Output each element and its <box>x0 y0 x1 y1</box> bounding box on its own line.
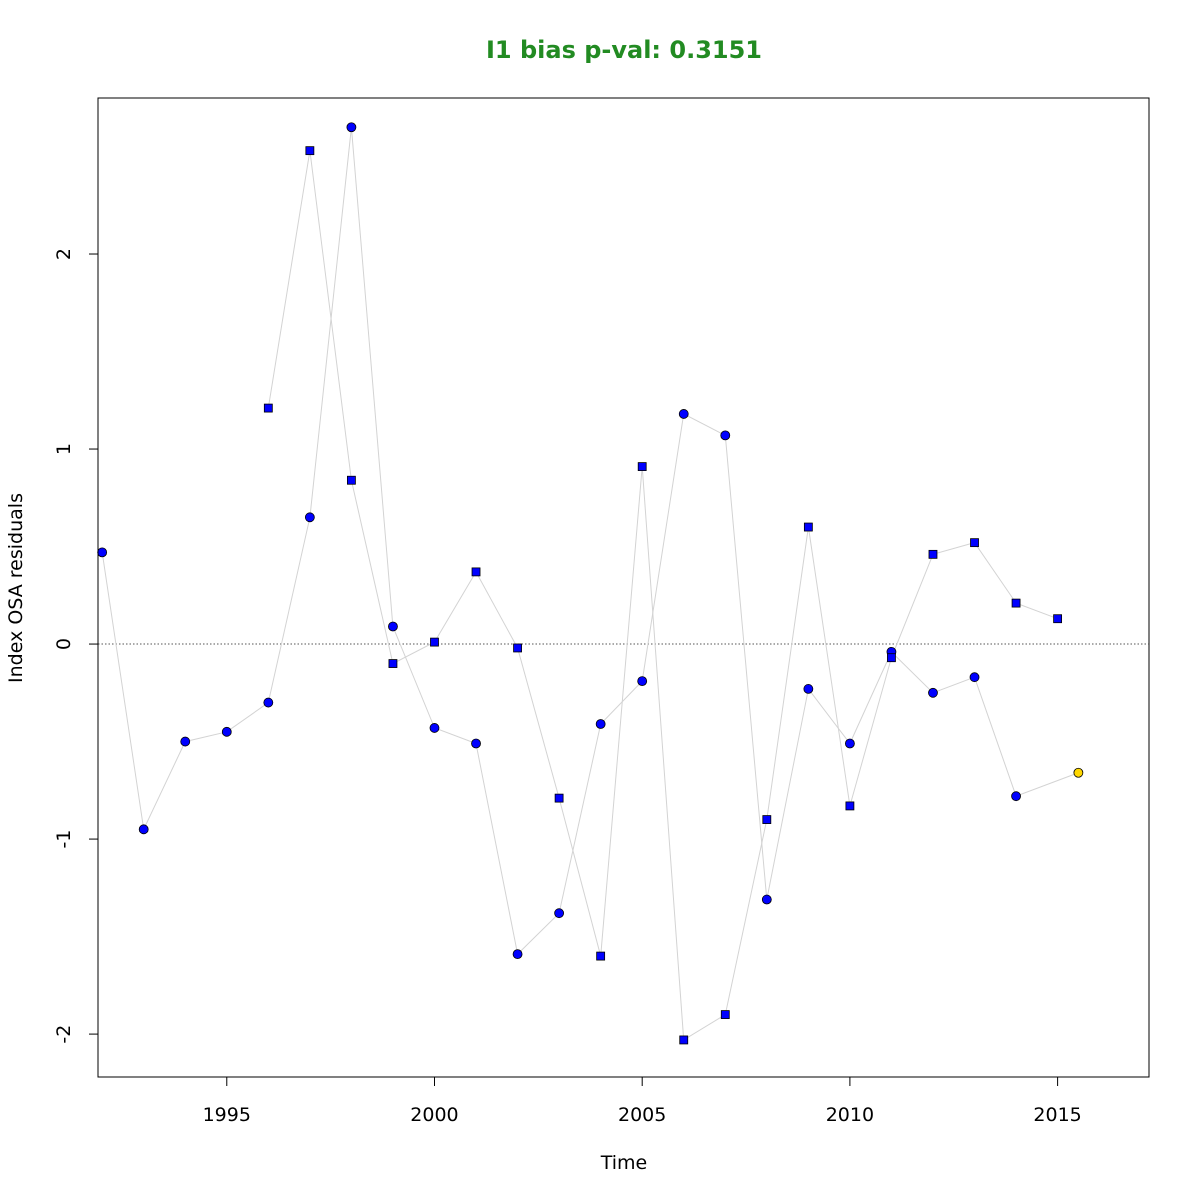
x-tick-label: 2010 <box>826 1104 874 1126</box>
y-tick-label: -2 <box>53 1025 75 1044</box>
y-tick-label: 2 <box>53 248 75 260</box>
series-1-point <box>388 621 398 632</box>
plot-frame <box>97 97 1150 1078</box>
series-2-line <box>267 150 1058 1041</box>
x-axis: 1995 2000 2005 2010 2015 <box>203 1076 1082 1126</box>
series-1-point <box>803 684 814 694</box>
y-tick-label: -1 <box>53 830 75 849</box>
series-1-point <box>138 824 149 835</box>
series-1-point <box>1011 791 1021 802</box>
series-1-point <box>180 736 191 747</box>
series-1-point <box>678 409 689 419</box>
series-2-point <box>305 146 315 156</box>
series-1-point <box>928 687 938 698</box>
series-2-point <box>388 659 398 668</box>
highlight-connector-line <box>1015 772 1079 797</box>
series-2-point <box>762 815 772 824</box>
series-1-point <box>637 676 648 687</box>
series-1-point <box>346 122 357 133</box>
x-tick-label: 1995 <box>203 1104 251 1126</box>
y-axis: -2 -1 0 1 2 <box>53 248 99 1044</box>
y-axis-label: Index OSA residuals <box>5 493 27 683</box>
series-1-point <box>595 719 606 729</box>
series-1-point <box>512 949 523 960</box>
y-tick-label: 0 <box>53 638 75 650</box>
series-2-point <box>928 549 938 559</box>
series-2-point <box>970 538 979 548</box>
series-2-point <box>845 801 855 811</box>
series-lines-group <box>101 127 1079 1041</box>
x-axis-label: Time <box>600 1152 648 1174</box>
x-tick-label: 2005 <box>618 1104 666 1126</box>
series-1-point <box>263 697 274 708</box>
data-points-group <box>97 122 1084 1045</box>
series-2-point <box>347 475 356 485</box>
series-2-point <box>803 522 813 532</box>
x-tick-label: 2015 <box>1033 1104 1081 1126</box>
series-2-point <box>887 653 896 663</box>
chart-title: I1 bias p-val: 0.3151 <box>486 36 762 64</box>
series-2-point <box>263 403 273 413</box>
series-2-point <box>1053 614 1063 624</box>
series-1-point <box>471 738 481 749</box>
series-1-point <box>969 672 980 683</box>
series-1-line <box>101 127 1017 956</box>
series-2-point <box>1011 598 1021 608</box>
series-1-point <box>554 908 565 919</box>
series-2-point <box>720 1010 730 1019</box>
series-2-point <box>637 462 647 471</box>
series-2-point <box>596 951 606 961</box>
x-tick-label: 2000 <box>410 1104 458 1126</box>
series-1-point <box>761 894 772 905</box>
series-2-point <box>471 567 481 577</box>
series-1-point <box>429 723 440 733</box>
series-2-point <box>430 637 439 647</box>
highlight-point <box>1073 767 1084 778</box>
series-1-point <box>845 738 855 749</box>
series-1-point <box>221 726 232 737</box>
series-2-point <box>679 1035 689 1045</box>
series-2-point <box>554 793 564 803</box>
series-2-point <box>513 643 522 653</box>
series-1-point <box>720 430 731 441</box>
y-tick-label: 1 <box>53 443 75 455</box>
series-1-point <box>304 512 315 523</box>
series-1-point <box>97 547 108 558</box>
